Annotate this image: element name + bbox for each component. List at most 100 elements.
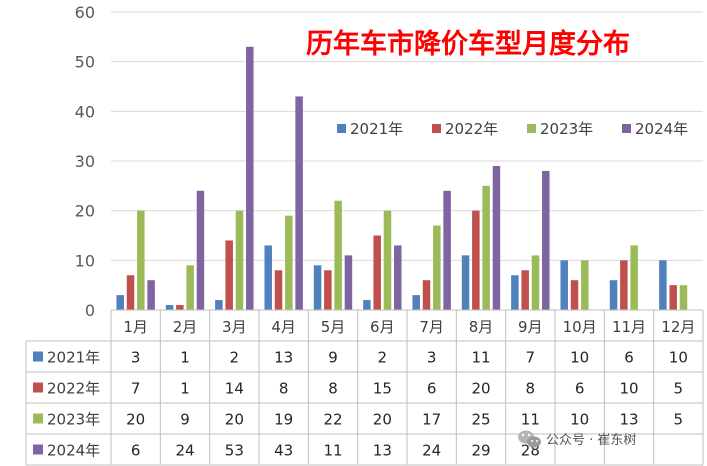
table-cell: 20 bbox=[373, 411, 392, 429]
y-tick-label: 20 bbox=[75, 202, 95, 221]
table-cell: 9 bbox=[180, 411, 190, 429]
table-series-label: 2021年 bbox=[47, 349, 100, 367]
table-cell: 14 bbox=[225, 380, 244, 398]
table-cell: 22 bbox=[323, 411, 342, 429]
table-cell: 10 bbox=[570, 349, 589, 367]
bar bbox=[264, 245, 272, 310]
bar bbox=[137, 210, 145, 310]
table-cell: 11 bbox=[521, 411, 540, 429]
legend-label: 2022年 bbox=[445, 120, 498, 138]
bar bbox=[165, 305, 174, 310]
bar bbox=[246, 46, 254, 311]
table-cell: 10 bbox=[570, 411, 589, 429]
table-cell: 3 bbox=[131, 349, 141, 367]
bar bbox=[433, 225, 441, 310]
y-tick-label: 10 bbox=[75, 251, 95, 270]
bar bbox=[609, 280, 618, 310]
legend-swatch bbox=[337, 124, 346, 133]
table-cell: 11 bbox=[323, 442, 342, 460]
bar bbox=[225, 240, 233, 310]
table-cell: 10 bbox=[619, 380, 638, 398]
table-cell: 24 bbox=[175, 442, 194, 460]
table-series-label: 2024年 bbox=[47, 442, 100, 460]
table-cell: 15 bbox=[373, 380, 392, 398]
table-cell: 7 bbox=[526, 349, 536, 367]
bar bbox=[443, 190, 451, 310]
bar bbox=[461, 255, 470, 310]
table-cell: 5 bbox=[674, 380, 684, 398]
table-cell: 43 bbox=[274, 442, 293, 460]
wechat-icon bbox=[518, 430, 541, 448]
bar bbox=[511, 275, 519, 310]
bar bbox=[521, 270, 529, 310]
y-tick-label: 30 bbox=[75, 152, 95, 171]
bar bbox=[669, 285, 677, 310]
bar bbox=[482, 185, 490, 310]
bar bbox=[560, 260, 568, 310]
bar bbox=[186, 265, 194, 310]
table-cell: 19 bbox=[274, 411, 293, 429]
table-cell: 9 bbox=[328, 349, 338, 367]
bar bbox=[412, 295, 420, 310]
bar bbox=[176, 305, 184, 310]
bar bbox=[344, 255, 353, 310]
legend-swatch bbox=[432, 124, 441, 133]
table-cell: 13 bbox=[619, 411, 638, 429]
bar bbox=[422, 280, 431, 310]
bar bbox=[324, 270, 332, 310]
table-cell: 17 bbox=[422, 411, 441, 429]
table-cell: 29 bbox=[471, 442, 490, 460]
y-axis-ticks: 0 10 20 30 40 50 60 bbox=[75, 3, 95, 320]
table-cell: 7 bbox=[131, 380, 141, 398]
table-cell: 20 bbox=[225, 411, 244, 429]
legend-label: 2023年 bbox=[540, 120, 593, 138]
y-tick-label: 50 bbox=[75, 53, 95, 72]
legend: 2021年 2022年 2023年 2024年 bbox=[337, 120, 688, 138]
category-label: 10月 bbox=[563, 318, 597, 336]
bar bbox=[373, 235, 381, 310]
table-cell: 5 bbox=[674, 411, 684, 429]
bar bbox=[383, 210, 392, 310]
table-cell: 2 bbox=[230, 349, 240, 367]
table-cell: 1 bbox=[180, 349, 190, 367]
bar bbox=[285, 215, 293, 310]
table-cell: 8 bbox=[328, 380, 338, 398]
table-cell: 8 bbox=[279, 380, 289, 398]
category-label: 6月 bbox=[370, 318, 395, 336]
legend-swatch bbox=[527, 124, 536, 133]
table-cell: 13 bbox=[274, 349, 293, 367]
gridlines bbox=[111, 11, 703, 261]
bar bbox=[659, 260, 667, 310]
watermark: 公众号 · 崔东树 bbox=[518, 430, 636, 448]
bar bbox=[295, 96, 303, 310]
table-cell: 20 bbox=[126, 411, 145, 429]
bar bbox=[126, 275, 135, 310]
bar bbox=[531, 255, 540, 310]
bar bbox=[147, 280, 155, 310]
bar bbox=[196, 190, 205, 310]
category-label: 5月 bbox=[321, 318, 346, 336]
category-label: 7月 bbox=[419, 318, 444, 336]
bar bbox=[679, 285, 688, 310]
bar bbox=[492, 165, 501, 310]
bar bbox=[235, 210, 244, 310]
bar bbox=[394, 245, 402, 310]
table-legend-swatch bbox=[33, 351, 43, 362]
watermark-text: 公众号 · 崔东树 bbox=[546, 432, 636, 448]
table-cell: 10 bbox=[669, 349, 688, 367]
table-cell: 8 bbox=[526, 380, 536, 398]
category-label: 8月 bbox=[469, 318, 494, 336]
bar bbox=[334, 200, 342, 310]
table-series-label: 2023年 bbox=[47, 411, 100, 429]
table-cell: 6 bbox=[624, 349, 634, 367]
table-cell: 1 bbox=[180, 380, 190, 398]
table-cell: 6 bbox=[131, 442, 141, 460]
y-tick-label: 40 bbox=[75, 102, 95, 121]
data-table: 1月 2月 3月 4月 5月 6月 7月 8月 9月 10月 11月 12月 2021年 3 1 2 13 9 2 3… bbox=[25, 309, 704, 466]
category-label: 12月 bbox=[661, 318, 695, 336]
bar bbox=[116, 295, 124, 310]
bar bbox=[620, 260, 628, 310]
category-label: 4月 bbox=[271, 318, 296, 336]
table-cell: 2 bbox=[378, 349, 388, 367]
